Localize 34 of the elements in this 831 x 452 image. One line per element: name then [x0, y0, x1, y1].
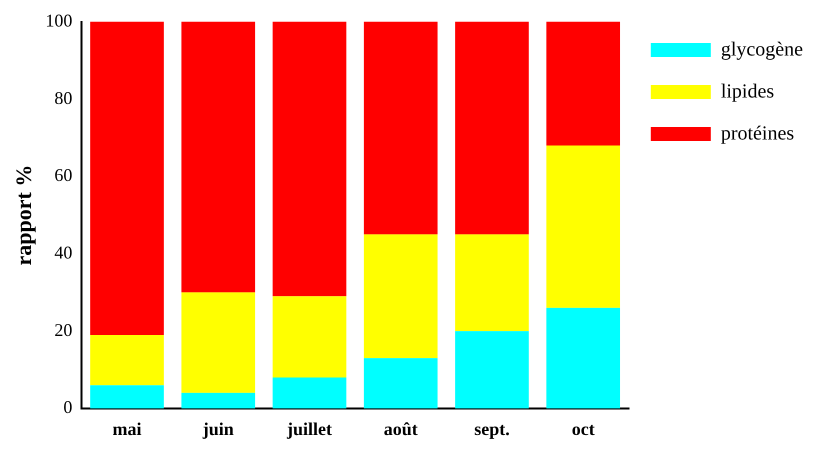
legend-label: protéines	[720, 122, 794, 144]
y-tick-label: 20	[54, 320, 72, 340]
legend-label: lipides	[720, 80, 774, 102]
bar	[272, 377, 346, 408]
y-tick-label: 80	[54, 88, 72, 108]
bar	[455, 234, 529, 332]
bar	[90, 334, 164, 386]
bar	[181, 292, 256, 393]
bar	[364, 22, 438, 234]
bar	[546, 22, 620, 146]
bar	[272, 22, 346, 296]
bar	[90, 22, 164, 335]
bar	[546, 308, 620, 408]
x-tick-label: sept.	[474, 418, 510, 439]
bar	[364, 234, 438, 358]
bar	[455, 331, 529, 408]
bar	[272, 296, 346, 378]
bar	[546, 146, 620, 308]
bar	[364, 358, 438, 408]
bar	[181, 392, 256, 408]
x-tick-label: mai	[112, 418, 142, 439]
y-tick-label: 0	[63, 397, 72, 418]
x-tick-label: oct	[572, 418, 595, 439]
legend-label: glycogène	[720, 38, 804, 60]
bar	[90, 385, 164, 408]
y-tick-label: 100	[45, 10, 72, 31]
x-tick-label: juillet	[286, 418, 332, 439]
y-tick-label: 40	[54, 242, 72, 262]
bar	[181, 22, 256, 292]
x-tick-label: juin	[202, 418, 234, 439]
y-tick-label: 60	[54, 165, 72, 186]
y-axis-title: rapport %	[10, 164, 36, 266]
x-tick-label: août	[384, 418, 418, 439]
bar	[455, 22, 529, 234]
